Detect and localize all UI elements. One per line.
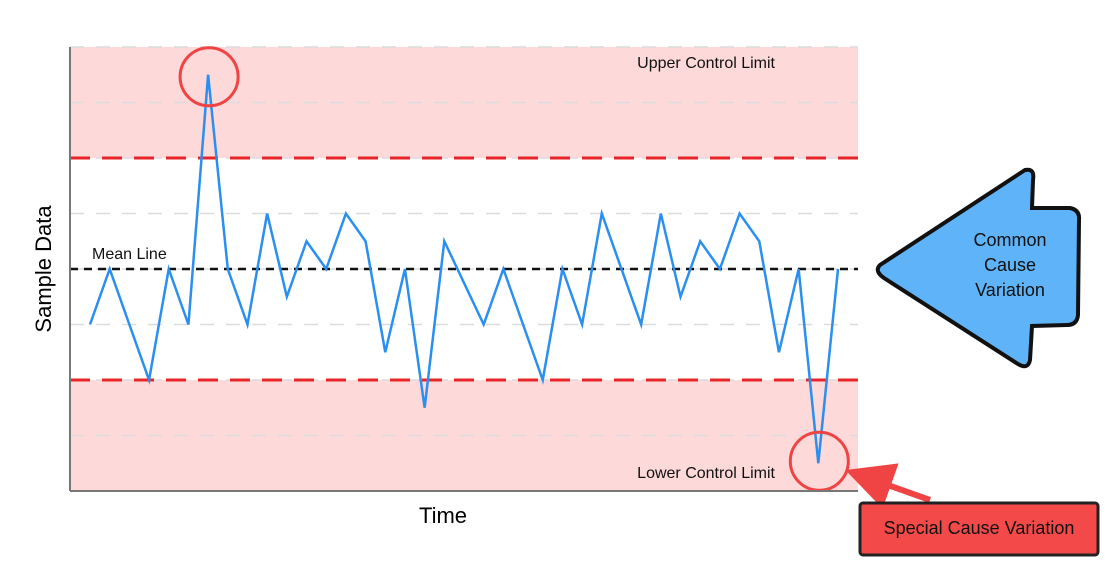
x-axis-label: Time — [419, 503, 467, 528]
control-limit-label: Upper Control Limit — [637, 55, 775, 72]
mean-line-label: Mean Line — [92, 246, 167, 263]
special-cause-circle — [178, 46, 240, 108]
control-limit-label: Lower Control Limit — [637, 465, 775, 482]
special-cause-box — [858, 501, 1100, 557]
special-cause-arrow — [845, 463, 932, 509]
special-cause-label: Special Cause Variation — [884, 518, 1075, 538]
y-axis-label: Sample Data — [31, 205, 56, 333]
common-cause-arrow — [875, 167, 1082, 369]
data-line — [88, 74, 840, 464]
common-cause-label: Common Cause Variation — [973, 230, 1047, 300]
